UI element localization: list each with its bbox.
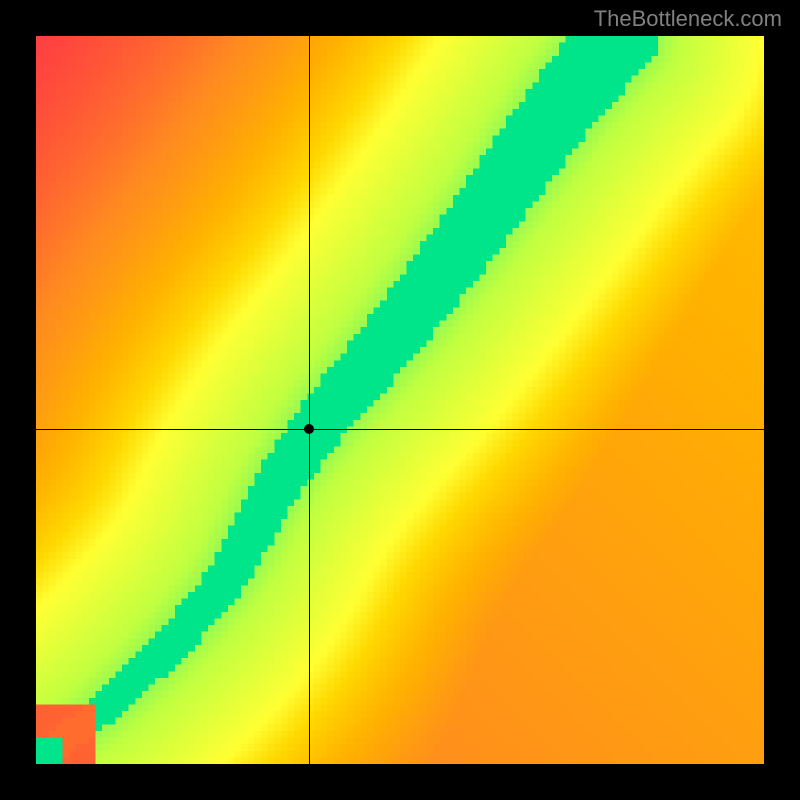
crosshair-vertical — [309, 36, 310, 764]
chart-container: TheBottleneck.com — [0, 0, 800, 800]
watermark-text: TheBottleneck.com — [594, 6, 782, 32]
crosshair-point-icon — [304, 424, 314, 434]
heatmap-canvas — [36, 36, 764, 764]
crosshair-horizontal — [36, 429, 764, 430]
plot-frame — [36, 36, 764, 764]
